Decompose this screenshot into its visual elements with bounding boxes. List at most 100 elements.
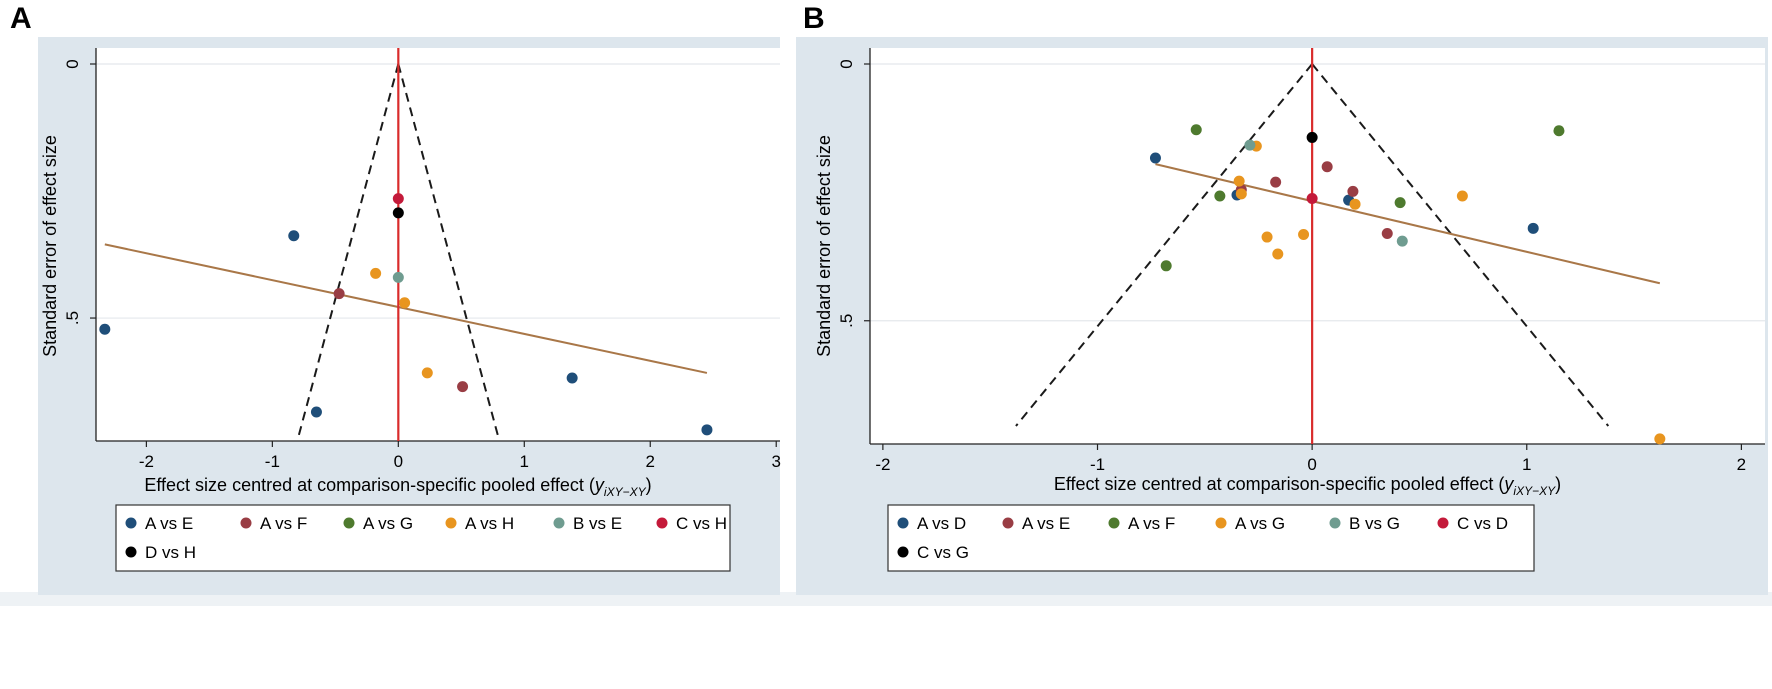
point-a-vs-f: [1190, 124, 1202, 136]
point-b-vs-e: [392, 271, 404, 283]
x-tick-label: 0: [394, 452, 403, 471]
legend-marker: [1215, 517, 1227, 529]
legend-label: D vs H: [145, 543, 196, 562]
x-axis-title-sub: iXY: [1513, 484, 1533, 498]
plot-area: [96, 48, 780, 441]
legend-label: A vs G: [1235, 514, 1285, 533]
y-tick-label: 0: [837, 59, 856, 68]
funnel-line-right: [397, 63, 501, 441]
bottom-band: [0, 592, 1772, 606]
point-a-vs-d: [1149, 152, 1161, 164]
legend-marker: [897, 546, 909, 558]
x-axis-title: Effect size centred at comparison-specif…: [144, 475, 651, 499]
legend-box: [115, 504, 731, 572]
legend-marker: [125, 517, 137, 529]
point-a-vs-f: [333, 288, 345, 300]
point-a-vs-e: [1270, 176, 1282, 188]
x-tick-label: -1: [265, 452, 280, 471]
x-axis-title-sub2: −XY: [1532, 484, 1556, 498]
panel-label: A: [10, 2, 32, 35]
point-a-vs-g: [1456, 190, 1468, 202]
funnel-line-left: [1015, 63, 1313, 427]
x-axis-title-text: Effect size centred at comparison-specif…: [144, 475, 595, 495]
funnel-line-left: [296, 63, 400, 441]
point-a-vs-e: [1321, 161, 1333, 173]
x-axis-title-sub2: −XY: [623, 485, 647, 499]
funnel-line-right: [1311, 63, 1610, 427]
point-a-vs-f: [1394, 197, 1406, 209]
x-tick-label: -1: [1090, 455, 1105, 474]
point-c-vs-h: [392, 193, 404, 205]
point-a-vs-f: [1214, 190, 1226, 202]
point-a-vs-e: [99, 323, 111, 335]
x-tick-label: 1: [1522, 455, 1531, 474]
legend-label: A vs G: [363, 514, 413, 533]
point-a-vs-h: [421, 367, 433, 379]
point-a-vs-g: [1272, 248, 1284, 260]
regression-line: [104, 243, 708, 374]
legend-label: C vs G: [917, 543, 969, 562]
point-a-vs-g: [1233, 175, 1245, 187]
legend-marker: [1437, 517, 1449, 529]
legend-label: A vs F: [260, 514, 307, 533]
point-a-vs-g: [1349, 198, 1361, 210]
point-a-vs-g: [1261, 231, 1273, 243]
panel-label: B: [803, 2, 825, 35]
x-axis-title-end: ): [646, 475, 652, 495]
point-a-vs-e: [1347, 185, 1359, 197]
legend-label: C vs D: [1457, 514, 1508, 533]
legend-label: A vs E: [145, 514, 193, 533]
x-tick-label: -2: [139, 452, 154, 471]
point-a-vs-e: [1381, 227, 1393, 239]
x-axis-title-sub: iXY: [604, 485, 624, 499]
legend-marker: [1002, 517, 1014, 529]
point-a-vs-g: [1298, 228, 1310, 240]
x-tick-label: 1: [520, 452, 529, 471]
legend-label: A vs H: [465, 514, 514, 533]
x-tick-label: -2: [875, 455, 890, 474]
point-a-vs-g: [1654, 433, 1666, 445]
x-axis-title: Effect size centred at comparison-specif…: [1054, 474, 1561, 498]
legend-marker: [1329, 517, 1341, 529]
point-a-vs-e: [701, 424, 713, 436]
point-c-vs-d: [1306, 193, 1318, 205]
legend-marker: [553, 517, 565, 529]
y-axis-title: Standard error of effect size: [40, 135, 60, 357]
legend-marker: [343, 517, 355, 529]
y-axis-title: Standard error of effect size: [814, 135, 834, 357]
y-tick-label: .5: [63, 311, 82, 325]
x-axis-title-end: ): [1555, 474, 1561, 494]
point-a-vs-e: [310, 406, 322, 418]
legend-marker: [240, 517, 252, 529]
y-tick-label: .5: [837, 314, 856, 328]
point-b-vs-g: [1244, 139, 1256, 151]
legend-label: B vs E: [573, 514, 622, 533]
x-axis-title-math: y: [593, 475, 605, 495]
legend-label: A vs D: [917, 514, 966, 533]
legend-marker: [1108, 517, 1120, 529]
legend-marker: [445, 517, 457, 529]
point-a-vs-g: [1235, 188, 1247, 200]
point-a-vs-h: [399, 297, 411, 309]
legend-marker: [656, 517, 668, 529]
point-c-vs-g: [1306, 131, 1318, 143]
point-b-vs-g: [1396, 235, 1408, 247]
point-d-vs-h: [392, 207, 404, 219]
legend-label: A vs E: [1022, 514, 1070, 533]
legend-label: C vs H: [676, 514, 727, 533]
x-axis-title-math: y: [1502, 474, 1514, 494]
point-a-vs-f: [457, 381, 469, 393]
y-tick-label: 0: [63, 59, 82, 68]
x-axis-title-text: Effect size centred at comparison-specif…: [1054, 474, 1505, 494]
point-a-vs-h: [370, 267, 382, 279]
x-tick-label: 3: [771, 452, 780, 471]
x-tick-label: 2: [646, 452, 655, 471]
point-a-vs-d: [1527, 222, 1539, 234]
point-a-vs-e: [288, 230, 300, 242]
x-tick-label: 2: [1737, 455, 1746, 474]
legend-marker: [897, 517, 909, 529]
legend-label: B vs G: [1349, 514, 1400, 533]
